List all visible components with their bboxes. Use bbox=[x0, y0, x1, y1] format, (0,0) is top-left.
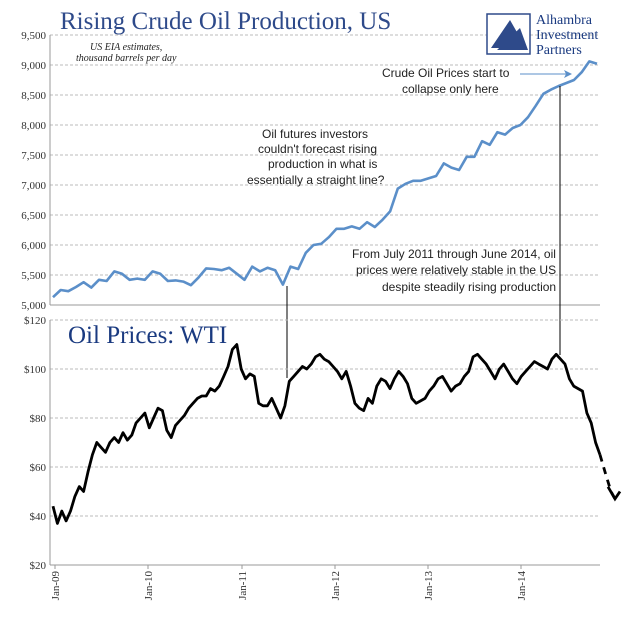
production-gridlines bbox=[50, 34, 600, 276]
annotation-futures-line-3: production in what is bbox=[268, 157, 377, 171]
price-y-tick-label: $80 bbox=[30, 413, 47, 425]
price-y-tick-label: $60 bbox=[30, 462, 47, 474]
production-y-tick-label: 5,500 bbox=[21, 270, 46, 282]
production-y-tick-label: 6,500 bbox=[21, 210, 46, 222]
production-y-tick-label: 8,500 bbox=[21, 90, 46, 102]
production-subtitle-line-2: thousand barrels per day bbox=[76, 53, 177, 64]
price-x-tick-label: Jan-09 bbox=[50, 571, 62, 601]
annotation-collapse-line-1: Crude Oil Prices start to bbox=[382, 66, 510, 80]
production-title: Rising Crude Oil Production, US bbox=[60, 8, 391, 35]
price-projection-arrowhead bbox=[606, 486, 622, 502]
production-y-tick-label: 7,000 bbox=[21, 180, 46, 192]
price-y-tick-label: $40 bbox=[30, 511, 47, 523]
annotation-stable-line-2: prices were relatively stable in the US bbox=[356, 263, 556, 277]
production-panel: 5,000 5,500 6,000 6,500 7,000 7,500 8,000 8,500… bbox=[21, 8, 600, 312]
annotation-collapse: Crude Oil Prices start to collapse only … bbox=[382, 66, 572, 96]
price-panel: $20$40$60$80$100$120 Jan-09 Jan-10 Jan-11 J… bbox=[24, 315, 622, 600]
price-x-tick-label: Jan-12 bbox=[330, 571, 342, 600]
price-x-tick-label: Jan-13 bbox=[423, 571, 435, 601]
production-y-tick-label: 7,500 bbox=[21, 150, 46, 162]
annotation-futures-line-2: couldn't forecast rising bbox=[258, 142, 377, 156]
production-series-line bbox=[52, 60, 598, 299]
price-gridlines bbox=[50, 319, 600, 517]
price-series-line bbox=[51, 343, 602, 525]
annotation-futures: Oil futures investors couldn't forecast … bbox=[247, 127, 385, 187]
price-y-tick-label: $100 bbox=[24, 364, 47, 376]
price-x-tick-label: Jan-10 bbox=[143, 571, 155, 601]
production-y-tick-label: 6,000 bbox=[21, 240, 46, 252]
logo-mark-shape bbox=[491, 20, 528, 50]
production-subtitle-line-1: US EIA estimates, bbox=[90, 42, 162, 53]
price-x-axis: Jan-09 Jan-10 Jan-11 Jan-12 Jan-13 Jan-14 bbox=[50, 565, 528, 600]
alhambra-logo: Alhambra Investment Partners bbox=[486, 13, 598, 58]
production-y-tick-label: 9,500 bbox=[21, 30, 46, 42]
annotation-stable-line-1: From July 2011 through June 2014, oil bbox=[352, 247, 556, 261]
production-y-tick-label: 5,000 bbox=[21, 300, 46, 312]
annotation-futures-line-4: essentially a straight line? bbox=[247, 173, 385, 187]
production-y-tick-label: 9,000 bbox=[21, 60, 46, 72]
annotation-stable-line-3: despite steadily rising production bbox=[382, 280, 556, 294]
production-y-tick-label: 8,000 bbox=[21, 120, 46, 132]
price-title: Oil Prices: WTI bbox=[68, 322, 227, 349]
logo-text-line-3: Partners bbox=[536, 43, 582, 58]
annotation-collapse-line-2: collapse only here bbox=[402, 82, 499, 96]
annotation-futures-line-1: Oil futures investors bbox=[262, 127, 368, 141]
annotation-stable: From July 2011 through June 2014, oil pr… bbox=[352, 247, 556, 294]
price-y-tick-label: $20 bbox=[30, 560, 47, 572]
price-x-tick-label: Jan-11 bbox=[237, 571, 249, 600]
price-x-tick-label: Jan-14 bbox=[516, 571, 528, 601]
logo-text-line-2: Investment bbox=[536, 28, 598, 43]
production-y-axis: 5,000 5,500 6,000 6,500 7,000 7,500 8,000 8,500… bbox=[21, 30, 46, 312]
price-y-tick-label: $120 bbox=[24, 315, 47, 327]
logo-text-line-1: Alhambra bbox=[536, 13, 593, 28]
annotation-collapse-arrowhead bbox=[564, 70, 572, 78]
price-y-axis: $20 $40 $60 $80 $100 $120 bbox=[24, 315, 47, 572]
